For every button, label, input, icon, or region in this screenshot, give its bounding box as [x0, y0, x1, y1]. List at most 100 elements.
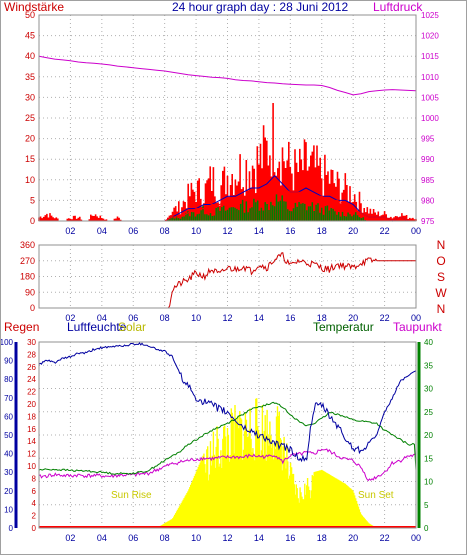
humidity-ytick-label: 12	[27, 450, 36, 459]
temperature-series-line	[38, 401, 417, 475]
pressure-ytick-label: 1020	[421, 32, 439, 41]
wind-xtick-label: 10	[191, 226, 201, 236]
humidity-ytick-label: 4	[32, 499, 37, 508]
direction-ytick-label: 180	[20, 272, 35, 282]
rain-axis-title: Regen	[4, 320, 39, 334]
rain-ytick-label: 0	[9, 524, 14, 533]
direction-xtick-label: 00	[411, 313, 421, 323]
wind-xtick-label: 02	[65, 226, 75, 236]
temperature-ytick-label: 40	[424, 338, 433, 347]
direction-xtick-label: 12	[222, 313, 232, 323]
wind-ytick-label: 50	[25, 10, 35, 20]
wind-xtick-label: 22	[380, 226, 390, 236]
wind-ytick-label: 5	[30, 195, 35, 205]
humidity-axis-title: Luftfeuchte	[67, 320, 127, 334]
humidity-xtick-label: 10	[191, 533, 201, 543]
humidity-ytick-label: 0	[32, 524, 37, 533]
rain-ytick-label: 50	[4, 431, 13, 440]
humidity-xtick-label: 08	[160, 533, 170, 543]
humidity-ytick-label: 18	[27, 412, 36, 421]
wind-average-bars	[166, 194, 366, 221]
humidity-xtick-label: 16	[285, 533, 295, 543]
rain-ytick-label: 10	[4, 505, 13, 514]
compass-direction-label: N	[437, 238, 446, 252]
humidity-ytick-label: 22	[27, 388, 36, 397]
compass-direction-label: W	[435, 286, 447, 300]
rain-ytick-label: 30	[4, 468, 13, 477]
humidity-ytick-label: 24	[27, 375, 36, 384]
direction-ytick-label: 0	[30, 303, 35, 313]
humidity-xtick-label: 12	[222, 533, 232, 543]
wind-ytick-label: 25	[25, 113, 35, 123]
axes-layer: 0510152025303540455097598098599099510001…	[1, 10, 447, 543]
humidity-xtick-label: 14	[254, 533, 264, 543]
dewpoint-axis-title: Taupunkt	[393, 320, 442, 334]
solar-axis-title: Solar	[118, 320, 146, 334]
temperature-ytick-label: 15	[424, 454, 433, 463]
rain-ytick-label: 100	[1, 338, 14, 347]
pressure-ytick-label: 1025	[421, 11, 439, 20]
temperature-axis-title: Temperatur	[313, 320, 374, 334]
wind-xtick-label: 14	[254, 226, 264, 236]
rain-ytick-label: 60	[4, 412, 13, 421]
wind-xtick-label: 12	[222, 226, 232, 236]
rain-ytick-label: 90	[4, 357, 13, 366]
rain-ytick-label: 70	[4, 394, 13, 403]
pressure-ytick-label: 1005	[421, 93, 439, 102]
wind-ytick-label: 30	[25, 92, 35, 102]
humidity-xtick-label: 04	[97, 533, 107, 543]
pressure-series-line	[38, 55, 417, 96]
dewpoint-series-line	[38, 448, 417, 482]
pressure-ytick-label: 1015	[421, 52, 439, 61]
gust-series-bars	[38, 103, 417, 221]
direction-xtick-label: 16	[285, 313, 295, 323]
wind-xtick-label: 04	[97, 226, 107, 236]
humidity-xtick-label: 18	[317, 533, 327, 543]
wind-ytick-label: 45	[25, 31, 35, 41]
pressure-ytick-label: 995	[421, 135, 435, 144]
humidity-panel-frame	[38, 341, 417, 529]
humidity-ytick-label: 10	[27, 462, 36, 471]
humidity-xtick-label: 22	[380, 533, 390, 543]
wind-xtick-label: 08	[160, 226, 170, 236]
wind-xtick-label: 18	[317, 226, 327, 236]
humidity-ytick-label: 20	[27, 400, 36, 409]
temperature-ytick-label: 0	[424, 524, 429, 533]
wind-xtick-label: 20	[348, 226, 358, 236]
wind-ytick-label: 15	[25, 154, 35, 164]
temperature-ytick-label: 30	[424, 385, 433, 394]
temperature-ytick-label: 20	[424, 431, 433, 440]
temperature-ytick-label: 25	[424, 408, 433, 417]
compass-direction-label: O	[436, 254, 445, 268]
direction-ytick-label: 360	[20, 240, 35, 250]
sun-set-label: Sun Set	[358, 490, 394, 501]
wind-xtick-label: 16	[285, 226, 295, 236]
direction-xtick-label: 20	[348, 313, 358, 323]
wind-xtick-label: 00	[411, 226, 421, 236]
chart-title: 24 hour graph day : 28 Juni 2012	[172, 1, 348, 14]
humidity-xtick-label: 02	[65, 533, 75, 543]
wind-axis-title: Windstärke	[4, 1, 64, 14]
rain-ytick-label: 80	[4, 375, 13, 384]
pressure-ytick-label: 985	[421, 176, 435, 185]
rain-ytick-label: 40	[4, 450, 13, 459]
humidity-ytick-label: 28	[27, 350, 36, 359]
wind-xtick-label: 06	[128, 226, 138, 236]
pressure-ytick-label: 975	[421, 217, 435, 226]
wind-ytick-label: 35	[25, 72, 35, 82]
sun-rise-label: Sun Rise	[111, 490, 152, 501]
direction-xtick-label: 06	[128, 313, 138, 323]
wind-ytick-label: 0	[30, 216, 35, 226]
compass-direction-label: S	[437, 270, 445, 284]
humidity-xtick-label: 00	[411, 533, 421, 543]
direction-xtick-label: 18	[317, 313, 327, 323]
humidity-ytick-label: 6	[32, 487, 37, 496]
temperature-ytick-label: 10	[424, 478, 433, 487]
humidity-xtick-label: 06	[128, 533, 138, 543]
direction-xtick-label: 22	[380, 313, 390, 323]
rain-ytick-label: 20	[4, 487, 13, 496]
temperature-ytick-label: 35	[424, 361, 433, 370]
humidity-ytick-label: 14	[27, 437, 36, 446]
